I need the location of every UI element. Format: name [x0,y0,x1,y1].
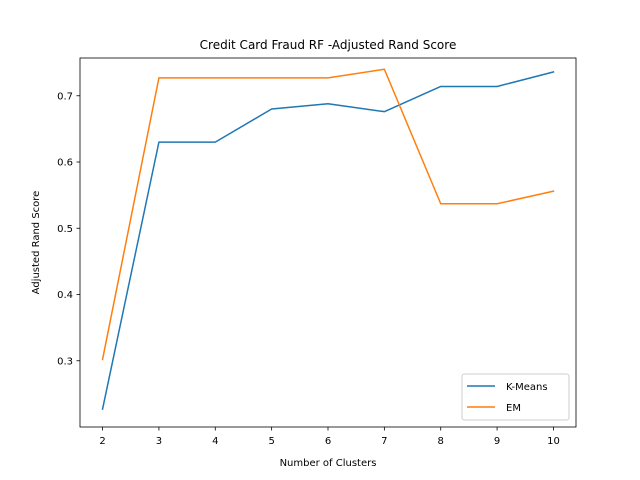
series-line-k-means [101,70,555,410]
x-tick-label: 5 [268,436,274,447]
y-tick-label: 0.5 [57,224,73,235]
x-tick-label: 10 [547,436,560,447]
x-tick-label: 9 [494,436,500,447]
chart-title: Credit Card Fraud RF -Adjusted Rand Scor… [200,38,457,52]
y-tick-label: 0.4 [57,290,73,301]
series-line-em [101,68,555,361]
x-tick-label: 7 [381,436,387,447]
x-axis: 2 3 4 5 6 7 8 9 10 [99,427,560,447]
y-tick-label: 0.7 [57,91,73,102]
y-tick-label: 0.3 [57,356,73,367]
plot-background [80,58,576,427]
y-axis: 0.3 0.4 0.5 0.6 0.7 [57,91,80,367]
plot-area [80,58,576,427]
x-tick-label: 3 [156,436,162,447]
x-tick-label: 2 [99,436,105,447]
y-tick-label: 0.6 [57,158,73,169]
series-layer [101,68,555,410]
legend-label-kmeans: K-Means [506,382,548,393]
x-axis-label: Number of Clusters [280,458,377,469]
x-tick-label: 6 [325,436,331,447]
legend: K-Means EM [461,373,570,421]
x-tick-label: 4 [212,436,218,447]
x-tick-label: 8 [438,436,444,447]
y-axis-label: Adjusted Rand Score [31,191,42,295]
legend-label-em: EM [506,403,521,414]
